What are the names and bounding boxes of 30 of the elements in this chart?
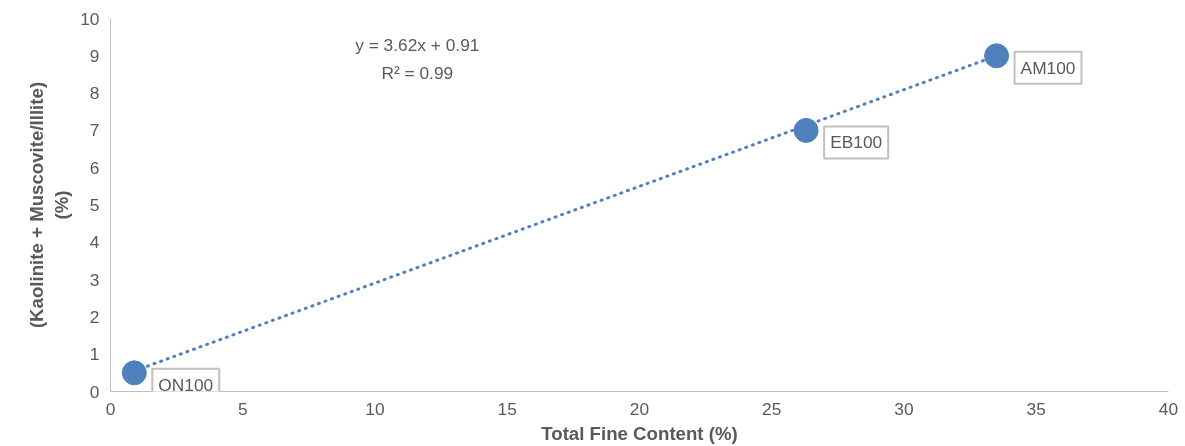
x-tick-label: 10 [365, 398, 385, 419]
y-tick-label: 1 [89, 344, 100, 365]
y-tick-label: 10 [80, 8, 100, 29]
point [793, 117, 819, 143]
y-tick-label: 8 [89, 83, 100, 104]
x-axis-title: Total Fine Content (%) [541, 422, 738, 444]
annotation: y = 3.62x + 0.91 [355, 34, 480, 55]
y-tick-label: 9 [89, 45, 100, 66]
y-tick-label: 2 [89, 306, 100, 327]
annotation: AM100 [1020, 57, 1076, 78]
x-tick-label: 30 [894, 398, 914, 419]
x-tick-label: 0 [105, 398, 116, 419]
y-tick-label: 5 [89, 195, 100, 215]
x-tick-label: 5 [237, 398, 248, 419]
annotation: ON100 [158, 374, 214, 395]
point [121, 360, 147, 386]
y-axis-title: (Kaolinite + Muscovite/Illite) (%) [26, 81, 73, 329]
y-tick-label: 0 [89, 381, 100, 402]
point [984, 43, 1010, 69]
x-tick-label: 40 [1158, 398, 1179, 419]
y-tick-label: 6 [89, 157, 100, 178]
annotation: R² = 0.99 [381, 62, 454, 83]
y-tick-label: 7 [89, 120, 100, 141]
x-tick-label: 35 [1026, 398, 1046, 419]
annotation: EB100 [830, 132, 883, 153]
y-tick-label: 4 [89, 232, 100, 253]
x-tick-label: 20 [629, 398, 650, 419]
x-tick-label: 25 [762, 398, 782, 419]
y-tick-label: 3 [89, 269, 100, 290]
x-tick-label: 15 [497, 398, 517, 419]
